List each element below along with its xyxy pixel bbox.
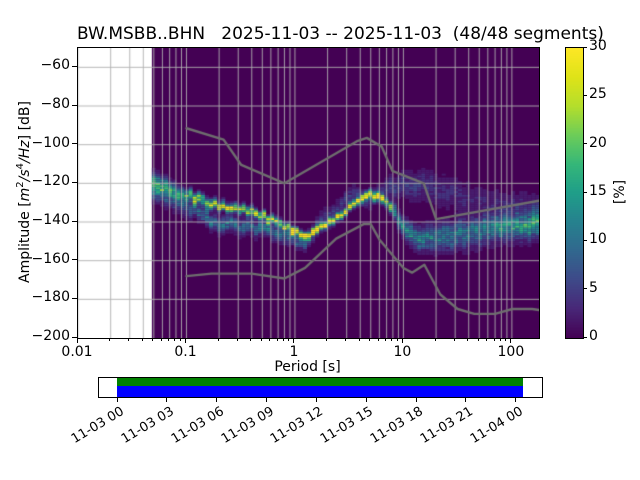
colorbar-tick-mark: [583, 46, 587, 48]
colorbar-tick-mark: [583, 191, 587, 193]
timeline-tick-mark: [515, 398, 517, 402]
x-minor-tick-mark: [385, 338, 387, 341]
colorbar: [565, 47, 584, 339]
x-minor-tick-mark: [391, 338, 393, 341]
x-minor-tick-mark: [276, 338, 278, 341]
y-axis-label-s-exp: 4: [15, 162, 27, 170]
x-minor-tick-mark: [396, 338, 398, 341]
timeline-tick-mark: [116, 398, 118, 402]
y-tick-mark: [72, 259, 77, 261]
x-minor-tick-mark: [174, 338, 176, 341]
colorbar-tick-mark: [583, 94, 587, 96]
x-minor-tick-mark: [377, 338, 379, 341]
x-minor-tick-mark: [128, 338, 130, 341]
colorbar-tick-label: 15: [589, 183, 607, 199]
colorbar-tick-mark: [583, 288, 587, 290]
x-minor-tick-mark: [250, 338, 252, 341]
x-minor-tick-mark: [236, 338, 238, 341]
x-minor-tick-mark: [467, 338, 469, 341]
colorbar-tick-label: 5: [589, 279, 598, 296]
y-tick-label: −60: [40, 57, 70, 74]
timeline-segments-bar: [117, 386, 523, 397]
colorbar-tick-label: 10: [589, 231, 607, 248]
timeline-tick-mark: [266, 398, 267, 402]
x-minor-tick-mark: [493, 338, 495, 341]
x-tick-label: 100: [497, 344, 525, 360]
colorbar-tick-mark: [583, 239, 587, 241]
x-tick-mark: [510, 338, 512, 343]
colorbar-tick-label: 25: [589, 86, 607, 103]
x-minor-tick-mark: [152, 338, 154, 341]
x-minor-tick-mark: [168, 338, 170, 341]
colorbar-tick-label: 20: [589, 134, 607, 151]
x-minor-tick-mark: [369, 338, 371, 341]
colorbar-tick-label: 30: [589, 38, 607, 54]
y-tick-mark: [72, 297, 77, 299]
y-tick-mark: [72, 181, 77, 183]
x-minor-tick-mark: [505, 338, 507, 341]
timeline-tick-mark: [216, 398, 218, 402]
ppsd-heatmap-canvas: [78, 48, 539, 338]
y-axis-label-slash2: /: [16, 158, 33, 163]
plot-title: BW.MSBB..BHN 2025-11-03 -- 2025-11-03 (4…: [77, 24, 604, 44]
x-minor-tick-mark: [160, 338, 162, 341]
x-minor-tick-mark: [217, 338, 219, 341]
x-tick-mark: [76, 338, 78, 343]
y-tick-label: −120: [31, 173, 70, 190]
y-tick-label: −200: [31, 328, 70, 344]
x-minor-tick-mark: [434, 338, 436, 341]
y-tick-mark: [72, 336, 77, 338]
timeline-tick-mark: [166, 398, 168, 402]
timeline-coverage-bar: [117, 378, 523, 386]
x-minor-tick-mark: [180, 338, 181, 341]
x-minor-tick-mark: [358, 338, 360, 341]
x-minor-tick-mark: [477, 338, 479, 341]
x-minor-tick-mark: [269, 338, 271, 341]
plot-area: [77, 47, 540, 339]
x-minor-tick-mark: [282, 338, 284, 341]
timeline-box: [98, 377, 543, 398]
x-minor-tick-mark: [260, 338, 262, 341]
x-tick-mark: [184, 338, 186, 343]
x-minor-tick-mark: [345, 338, 347, 341]
x-axis-label: Period [s]: [274, 359, 341, 375]
x-minor-tick-mark: [453, 338, 455, 341]
x-tick-mark: [293, 338, 295, 343]
y-tick-mark: [72, 220, 77, 222]
x-minor-tick-mark: [486, 338, 488, 341]
timeline-tick-mark: [415, 398, 417, 402]
x-minor-tick-mark: [141, 338, 143, 341]
y-tick-mark: [72, 143, 77, 145]
timeline-tick-mark: [315, 398, 317, 402]
y-tick-mark: [72, 65, 77, 67]
y-axis-label-m: m: [16, 187, 33, 202]
x-tick-label: 1: [289, 344, 299, 360]
colorbar-tick-mark: [583, 336, 587, 338]
colorbar-tick-label: 0: [589, 328, 598, 344]
x-minor-tick-mark: [326, 338, 328, 341]
x-minor-tick-mark: [109, 338, 111, 341]
y-tick-label: −140: [31, 212, 70, 228]
timeline-tick-mark: [365, 398, 367, 402]
y-tick-mark: [72, 104, 77, 106]
y-tick-label: −80: [40, 96, 70, 112]
x-tick-mark: [401, 338, 403, 343]
x-minor-tick-mark: [499, 338, 501, 341]
colorbar-label: [%]: [612, 179, 628, 205]
y-tick-label: −180: [31, 289, 70, 306]
timeline-tick-mark: [465, 398, 467, 402]
x-minor-tick-mark: [288, 338, 290, 341]
x-tick-label: 10: [393, 344, 412, 360]
y-tick-label: −100: [31, 134, 70, 151]
colorbar-tick-mark: [583, 143, 587, 145]
x-tick-label: 0.01: [61, 344, 93, 360]
x-tick-label: 0.1: [174, 344, 197, 360]
y-tick-label: −160: [31, 250, 70, 267]
colorbar-gradient-canvas: [566, 48, 583, 338]
